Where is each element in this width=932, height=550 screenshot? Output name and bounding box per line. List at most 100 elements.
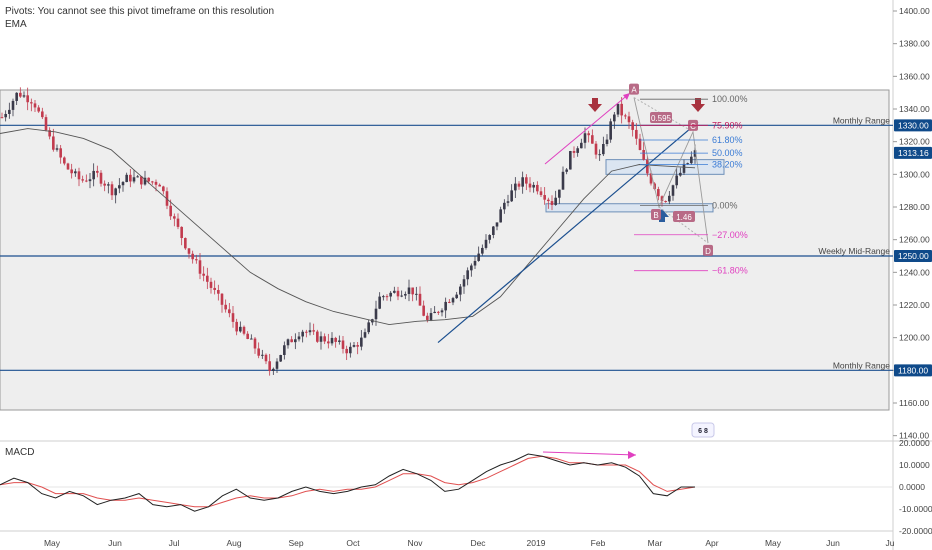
candle-body [96,170,99,173]
candle-body [66,163,70,170]
candle-body [41,111,44,118]
candle-body [602,144,605,155]
candle-body [444,301,447,311]
candle-body [92,170,95,180]
candle-body [8,109,11,114]
divergence-arrowhead [628,451,636,459]
candle-body [682,163,686,173]
candle-body [686,163,689,165]
candle-body [668,195,671,202]
time-label: Jun [826,538,840,548]
pattern-point-label: C [690,122,696,131]
candle-body [59,148,62,158]
candle-body [77,171,81,180]
candle-body [0,117,4,119]
time-label: Ju [886,538,895,548]
current-price-badge [894,146,932,159]
candle-body [162,186,165,192]
candle-body [539,191,543,196]
candle-body [275,361,279,369]
candle-body [638,138,642,150]
price-tick-label: 1320.00 [899,137,930,147]
horizontal-levels: Monthly Range Weekly Mid-Range Monthly Ran… [0,115,893,371]
fib-label: 38.20% [712,160,743,170]
candle-body [598,154,601,156]
candle-body [635,129,638,139]
price-tick-label: 1220.00 [899,300,930,310]
macd-legend[interactable]: MACD [5,447,35,458]
candle-body [235,321,238,332]
ema-legend[interactable]: EMA [5,19,27,30]
candle-body [594,143,598,155]
level-badge-label: 1330.00 [898,120,929,130]
candle-body [74,171,77,174]
candle-body [63,157,66,164]
candle-body [37,107,40,112]
pattern-point-badge [651,208,661,220]
candle-body [44,117,48,131]
candle-body [481,247,484,254]
level-badge-label: 1180.00 [898,365,928,375]
trend-line [437,121,699,344]
price-tick-label: 1260.00 [899,235,930,245]
fib-label: 75.90% [712,120,743,130]
macd-tick-label: 20.0000 [899,438,930,448]
pattern-ratio-label: 0.595 [651,114,672,123]
time-label: 2019 [527,538,546,548]
candle-body [55,148,59,150]
candle-body [272,368,275,372]
watermark-badge [691,422,715,438]
monthly-range-box [0,89,890,411]
candle-body [110,184,114,196]
level-badge [894,119,932,132]
candle-body [330,337,334,344]
candle-body [327,341,330,344]
candle-body [143,177,147,185]
pattern-point-label: A [631,86,637,95]
candle-body [360,337,363,347]
candle-body [536,184,539,192]
price-tick-label: 1280.00 [899,202,930,212]
candle-body [184,238,187,249]
candle-body [250,338,253,340]
candle-body [99,172,103,184]
candle-body [352,345,356,347]
macd-tick-label: 0.0000 [899,482,925,492]
candle-body [30,102,33,104]
candle-body [558,189,561,198]
time-label: Oct [346,538,360,548]
pivots-legend[interactable]: Pivots: You cannot see this pivot timefr… [5,6,275,17]
price-tick-label: 1400.00 [899,6,930,16]
candle-body [547,199,550,202]
candle-body [88,179,92,182]
candle-body [503,202,506,210]
time-label: Nov [407,538,423,548]
candle-body [470,265,473,271]
fib-label: 100.00% [712,94,748,104]
candle-body [631,122,634,130]
support-zone [605,159,725,175]
fib-label: 50.00% [712,148,743,158]
candle-body [114,188,117,196]
candle-body [319,336,323,342]
ema-line [0,128,696,326]
level-label: Weekly Mid-Range [818,246,890,256]
candle-body [591,135,594,144]
candle-body [151,181,154,183]
candle-body [231,313,235,322]
down-arrow-icon [691,98,705,112]
candle-body [407,287,411,294]
candle-body [19,92,22,97]
candle-body [620,103,623,116]
pattern-point-label: D [705,247,711,256]
price-tick-label: 1380.00 [899,39,930,49]
candle-body [81,179,84,181]
candle-body [103,183,106,186]
candle-body [176,218,180,227]
candle-body [107,184,110,186]
candle-body [495,222,499,227]
fibonacci-levels: 100.00% 75.90% 61.80% 50.00% 38.20% 0.00% −27.… [634,94,748,276]
candle-body [657,189,660,197]
candle-body [279,355,282,362]
